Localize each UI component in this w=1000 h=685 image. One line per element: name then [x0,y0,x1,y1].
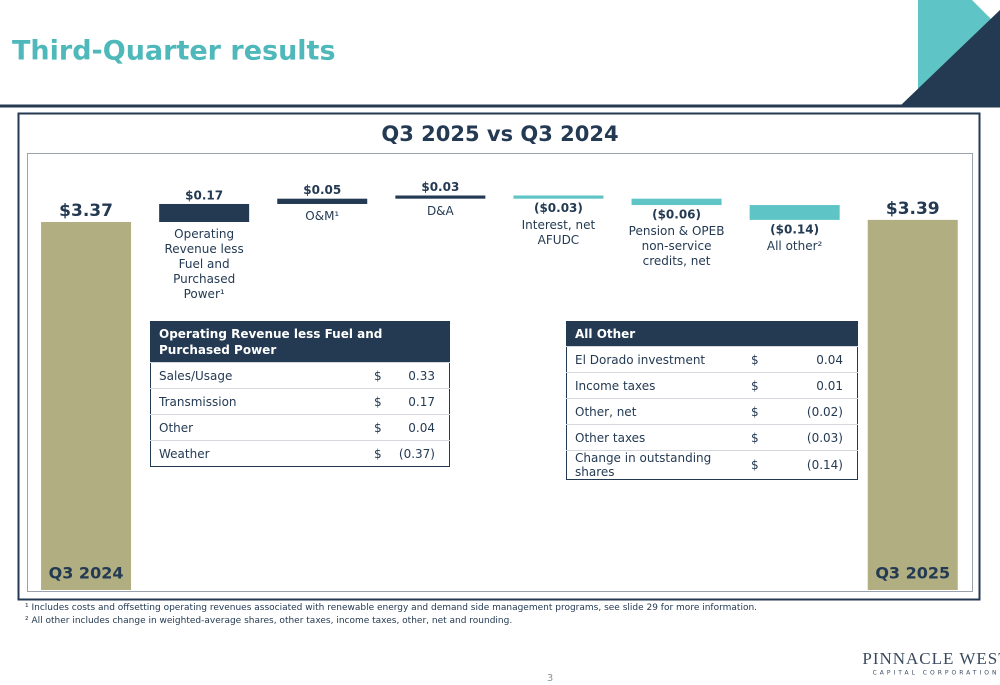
table-row: Other taxes $ (0.03) [566,424,858,451]
row-value: 0.17 [390,388,450,415]
row-value: (0.03) [775,424,858,451]
table-header: All Other [566,321,858,347]
x-tick-label: Q3 2025 [875,564,950,583]
table-row: Income taxes $0.01 [566,372,858,399]
row-value: (0.37) [390,440,450,467]
currency: $ [743,346,776,373]
row-label: Sales/Usage [150,362,366,389]
data-table: Operating Revenue less Fuel and Purchase… [150,321,450,467]
bar [277,198,368,204]
row-value: (0.14) [775,450,858,480]
currency: $ [743,450,776,480]
table-row: Transmission $0.17 [150,388,450,415]
currency: $ [366,388,390,415]
row-label: El Dorado investment [566,346,743,373]
slide-title: Third-Quarter results [12,36,336,67]
x-tick-label: All other² [766,238,823,253]
data-label: $0.03 [421,180,459,194]
table-row: Weather $ (0.37) [150,440,450,467]
bar [395,195,486,199]
outer-frame [17,112,981,601]
decor-teal [918,0,1000,92]
data-label: $0.05 [303,183,341,197]
table-row: Sales/Usage $0.33 [150,362,450,389]
footnote: ² All other includes change in weighted-… [25,616,513,626]
row-value: 0.33 [390,362,450,389]
table-row: Other $0.04 [150,414,450,441]
x-tick-label: Interest, net AFUDC [521,217,596,247]
row-value: 0.04 [390,414,450,441]
row-label: Weather [150,440,366,467]
logo-name: PINNACLE WEST [862,649,1000,668]
table-row: Other, net $ (0.02) [566,398,858,425]
bar [513,195,604,199]
currency: $ [366,362,390,389]
data-label: $0.17 [185,188,223,202]
x-tick-label: D&A [426,203,454,218]
inner-frame [27,153,973,592]
currency: $ [743,424,776,451]
table-row: Change in outstanding shares $ (0.14) [566,450,858,480]
bar [749,205,840,220]
currency: $ [366,440,390,467]
currency: $ [743,372,776,399]
bar [41,222,132,590]
data-label: ($0.03) [534,201,583,215]
bar [631,198,722,206]
footnote: ¹ Includes costs and offsetting operatin… [25,603,758,613]
x-tick-label: Operating Revenue less Fuel and Purchase… [164,227,244,301]
chart-title: Q3 2025 vs Q3 2024 [381,122,618,146]
logo-tagline: CAPITAL CORPORATION [873,670,1000,677]
row-label: Change in outstanding shares [566,450,743,480]
data-label: ($0.14) [770,222,819,236]
row-label: Income taxes [566,372,743,399]
row-value: 0.04 [775,346,858,373]
x-tick-label: O&M¹ [305,208,340,223]
row-label: Other, net [566,398,743,425]
row-label: Other [150,414,366,441]
table-row: El Dorado investment $0.04 [566,346,858,373]
x-tick-label: Q3 2024 [49,564,124,583]
row-label: Transmission [150,388,366,415]
currency: $ [743,398,776,425]
bar [159,203,250,222]
decor-navy [900,10,1000,106]
row-value: 0.01 [775,372,858,399]
data-label: $3.37 [59,201,113,221]
currency: $ [366,414,390,441]
data-label: ($0.06) [652,208,701,222]
row-label: Other taxes [566,424,743,451]
data-table: All Other El Dorado investment $0.04 Income… [566,321,858,480]
table-header-row: Operating Revenue less Fuel and Purchase… [150,321,450,363]
bar [867,219,958,590]
page-number: 3 [547,673,553,684]
table-header-row: All Other [566,321,858,347]
data-label: $3.39 [886,199,940,219]
row-value: (0.02) [775,398,858,425]
x-tick-label: Pension & OPEB non-service credits, net [628,224,725,269]
table-header: Operating Revenue less Fuel and Purchase… [150,321,450,363]
